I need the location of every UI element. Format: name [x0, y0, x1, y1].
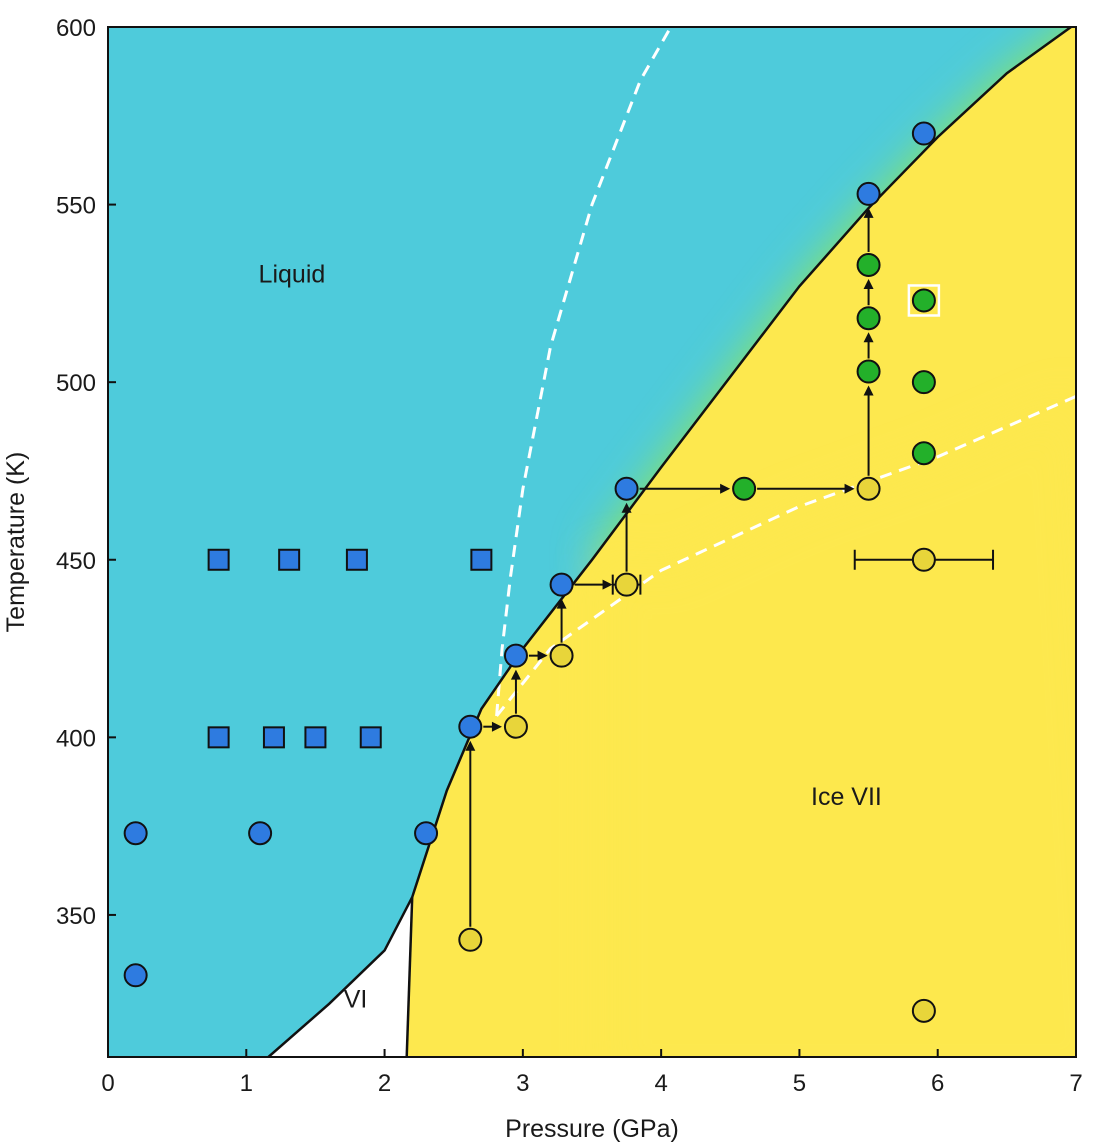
- arrow-head: [537, 650, 548, 661]
- arrow-head: [491, 721, 502, 732]
- ice_vii-circle-point: [614, 572, 639, 597]
- melting-curve: [267, 27, 1074, 1057]
- arrow-head: [863, 278, 874, 289]
- x-tick-label: 2: [378, 1070, 391, 1097]
- liquid-circle-point: [503, 643, 528, 668]
- dashed-liquid-boundary: [495, 27, 673, 717]
- liquid-circle-point: [414, 821, 439, 846]
- plot-area: [108, 27, 1076, 1057]
- superionic-circle-point: [911, 441, 936, 466]
- liquid-region-label: Liquid: [259, 261, 326, 289]
- x-tick-label: 7: [1069, 1070, 1082, 1097]
- arrows-layer: [465, 207, 874, 927]
- dashed-superionic-boundary: [495, 395, 1076, 717]
- ticks-layer: 0 1 2 3 4 5 6 7 350 400 450 500 550 600: [56, 15, 1083, 1097]
- superionic-circle-point: [911, 288, 936, 313]
- arrow-head: [863, 385, 874, 396]
- arrow-head: [863, 207, 874, 218]
- liquid-circle-point: [614, 476, 639, 501]
- liquid-square-point: [470, 548, 493, 571]
- highlight-box: [907, 284, 941, 317]
- arrow-head: [510, 669, 521, 680]
- y-tick-label: 350: [56, 903, 96, 930]
- y-axis-title: Temperature (K): [2, 452, 30, 633]
- ice_vii-circle-point: [549, 643, 574, 668]
- superionic-circle-point: [856, 359, 881, 384]
- arrow-head: [465, 740, 476, 751]
- x-tick-label: 6: [931, 1070, 944, 1097]
- liquid-circle-point: [123, 963, 148, 988]
- ice_vii-circle-point: [458, 927, 483, 952]
- liquid-circle-point: [856, 181, 881, 206]
- ice-vii-region-label: Ice VII: [811, 783, 882, 811]
- y-tick-label: 500: [56, 370, 96, 397]
- liquid-square-point: [278, 548, 301, 571]
- y-tick-label: 400: [56, 725, 96, 752]
- liquid-square-point: [207, 548, 230, 571]
- liquid-square-point: [207, 726, 230, 749]
- y-tick-label: 450: [56, 548, 96, 575]
- liquid-square-point: [262, 726, 285, 749]
- x-tick-label: 5: [793, 1070, 806, 1097]
- arrow-head: [720, 483, 731, 494]
- liquid-circle-point: [248, 821, 273, 846]
- y-tick-label: 600: [56, 15, 96, 42]
- ice_vii-circle-point: [911, 998, 936, 1023]
- liquid-square-point: [359, 726, 382, 749]
- liquid-circle-point: [911, 121, 936, 146]
- x-tick-label: 1: [240, 1070, 253, 1097]
- region-labels: Liquid Ice VII VI: [259, 261, 882, 1014]
- points-layer: [123, 121, 936, 1023]
- liquid-circle-point: [458, 714, 483, 739]
- plot-frame: [107, 26, 1077, 1058]
- liquid-square-point: [345, 548, 368, 571]
- arrow-head: [556, 598, 567, 609]
- superionic-circle-point: [911, 370, 936, 395]
- x-tick-label: 0: [101, 1070, 114, 1097]
- superionic-circle-point: [856, 306, 881, 331]
- ice-vi-region-label: VI: [344, 985, 368, 1013]
- arrow-head: [621, 502, 632, 513]
- vi-vii-boundary: [405, 897, 414, 1057]
- ice_vii-circle-point: [503, 714, 528, 739]
- liquid-circle-point: [123, 821, 148, 846]
- liquid-circle-point: [549, 572, 574, 597]
- ice-vii-region-cover: [598, 396, 1076, 1057]
- liquid-square-point: [304, 726, 327, 749]
- x-tick-label: 3: [516, 1070, 529, 1097]
- superionic-circle-point: [856, 252, 881, 277]
- ice-vi-region: [268, 897, 413, 1057]
- y-tick-label: 550: [56, 193, 96, 220]
- arrow-head: [863, 332, 874, 343]
- superionic-circle-point: [732, 476, 757, 501]
- ice_vii-circle-point: [856, 476, 881, 501]
- arrow-head: [602, 579, 613, 590]
- ice_vii-circle-point: [911, 547, 936, 572]
- x-axis-title: Pressure (GPa): [505, 1115, 679, 1143]
- arrow-head: [844, 483, 855, 494]
- x-tick-label: 4: [654, 1070, 667, 1097]
